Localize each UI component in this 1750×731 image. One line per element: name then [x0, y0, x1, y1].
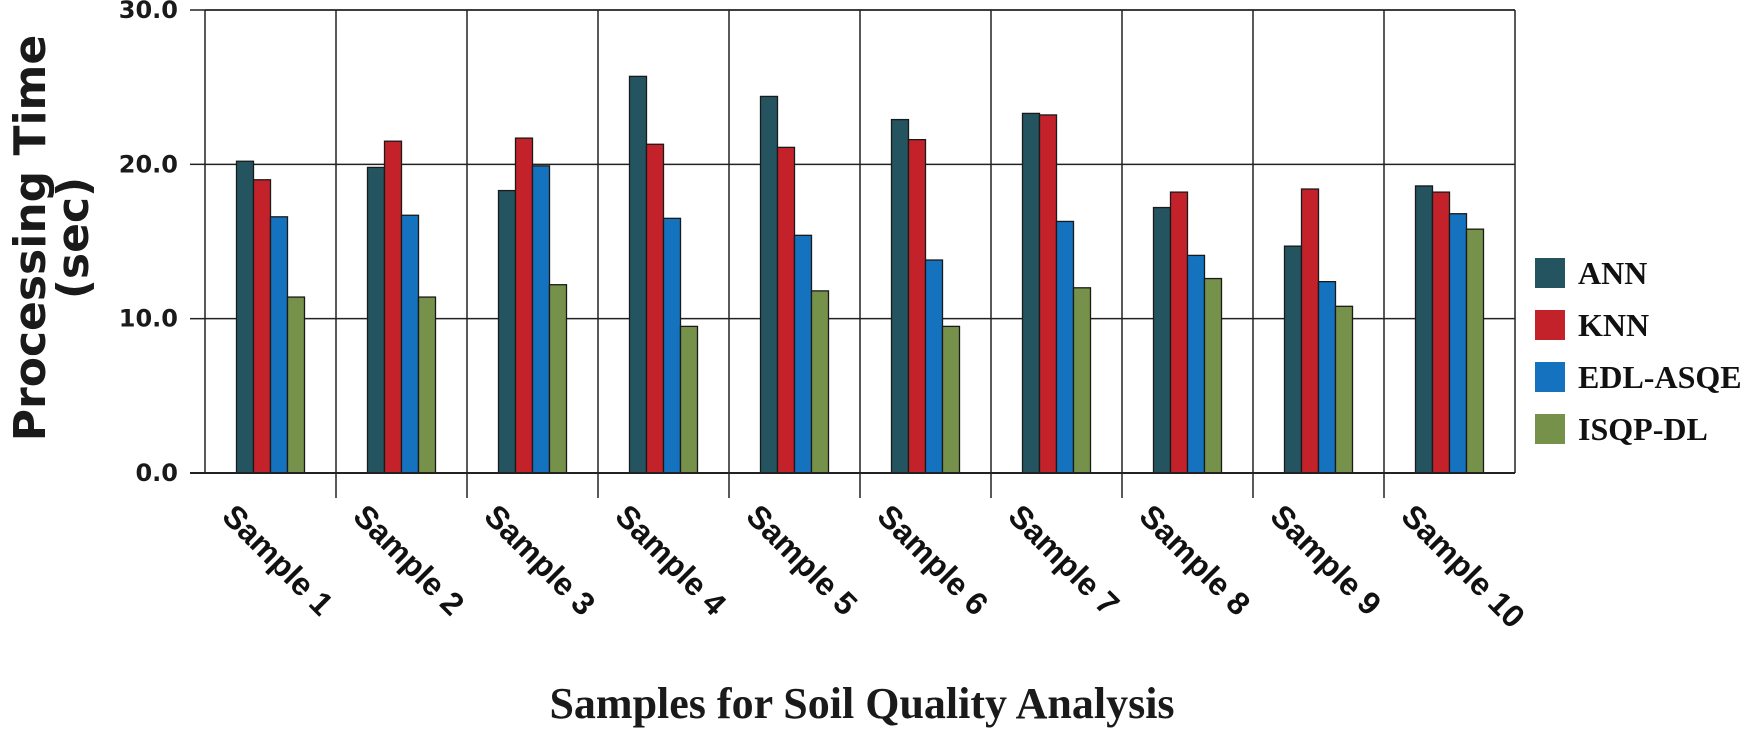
y-tick-label: 10.0	[119, 305, 178, 333]
legend-label: ISQP-DL	[1578, 411, 1708, 447]
bar-ann-6	[890, 118, 910, 474]
x-tick-label: Sample 8	[1133, 497, 1258, 622]
bar-ann-7	[1021, 112, 1041, 474]
legend-label: KNN	[1578, 307, 1649, 343]
bar-ann-8	[1152, 206, 1172, 474]
bar-knn-5	[776, 146, 796, 474]
bar-ann-4	[628, 75, 648, 474]
bar-ann-9	[1283, 245, 1303, 474]
x-tick-label: Sample 6	[871, 497, 996, 622]
bar-isqp-dl-8	[1203, 277, 1223, 474]
x-tick-label: Sample 1	[216, 497, 341, 622]
legend: ANN KNN EDL-ASQE ISQP-DL	[1535, 255, 1742, 447]
bar-ann-5	[759, 95, 779, 474]
legend-swatch-knn	[1535, 310, 1565, 340]
bar-knn-8	[1169, 191, 1189, 474]
y-tick-labels: 0.0 10.0 20.0 30.0	[119, 0, 178, 487]
bar-knn-9	[1300, 188, 1320, 474]
x-tick-label: Sample 5	[740, 497, 865, 622]
bar-knn-7	[1038, 114, 1058, 474]
bar-edl-asqe-4	[662, 217, 682, 474]
bar-edl-asqe-10	[1448, 213, 1468, 474]
bar-isqp-dl-2	[417, 296, 437, 474]
bar-isqp-dl-5	[810, 290, 830, 474]
legend-label: ANN	[1578, 255, 1647, 291]
bar-edl-asqe-2	[400, 214, 420, 474]
bar-isqp-dl-7	[1072, 287, 1092, 474]
bar-isqp-dl-9	[1334, 305, 1354, 474]
bars	[235, 75, 1485, 474]
legend-swatch-isqp-dl	[1535, 414, 1565, 444]
bar-knn-2	[383, 140, 403, 474]
bar-knn-3	[514, 137, 534, 474]
bar-edl-asqe-8	[1186, 254, 1206, 474]
bar-edl-asqe-7	[1055, 220, 1075, 474]
x-axis-label: Samples for Soil Quality Analysis	[549, 679, 1174, 728]
bar-ann-10	[1414, 185, 1434, 474]
bar-edl-asqe-5	[793, 234, 813, 474]
bar-isqp-dl-10	[1465, 228, 1485, 474]
x-tick-labels: Sample 1 Sample 2 Sample 3 Sample 4 Sample 5…	[216, 497, 1532, 634]
x-tick-label: Sample 3	[478, 497, 603, 622]
bar-ann-2	[366, 166, 386, 474]
bar-isqp-dl-6	[941, 325, 961, 474]
bar-isqp-dl-3	[548, 284, 568, 474]
x-tick-label: Sample 7	[1002, 497, 1127, 622]
legend-label: EDL-ASQE	[1578, 359, 1742, 395]
y-tick-label: 20.0	[119, 150, 178, 178]
bar-knn-1	[252, 179, 272, 474]
x-tick-label: Sample 4	[609, 497, 734, 622]
bar-edl-asqe-3	[531, 165, 551, 474]
x-tick-label: Sample 10	[1395, 497, 1532, 634]
bar-edl-asqe-6	[924, 259, 944, 474]
bar-ann-1	[235, 160, 255, 474]
y-axis-label-line-2: (sec)	[48, 177, 99, 299]
bar-isqp-dl-4	[679, 325, 699, 474]
x-tick-label: Sample 9	[1264, 497, 1389, 622]
y-tick-label: 0.0	[135, 459, 178, 487]
bar-isqp-dl-1	[286, 296, 306, 474]
bar-edl-asqe-9	[1317, 280, 1337, 474]
bar-knn-6	[907, 138, 927, 474]
bar-edl-asqe-1	[269, 216, 289, 474]
axes	[190, 9, 1516, 474]
bar-knn-4	[645, 143, 665, 474]
y-axis-label-line-1: Processing Time	[5, 35, 56, 441]
legend-swatch-ann	[1535, 258, 1565, 288]
y-tick-label: 30.0	[119, 0, 178, 24]
bar-ann-3	[497, 189, 517, 474]
x-tick-label: Sample 2	[347, 497, 472, 622]
bar-knn-10	[1431, 191, 1451, 474]
legend-swatch-edl-asqe	[1535, 362, 1565, 392]
